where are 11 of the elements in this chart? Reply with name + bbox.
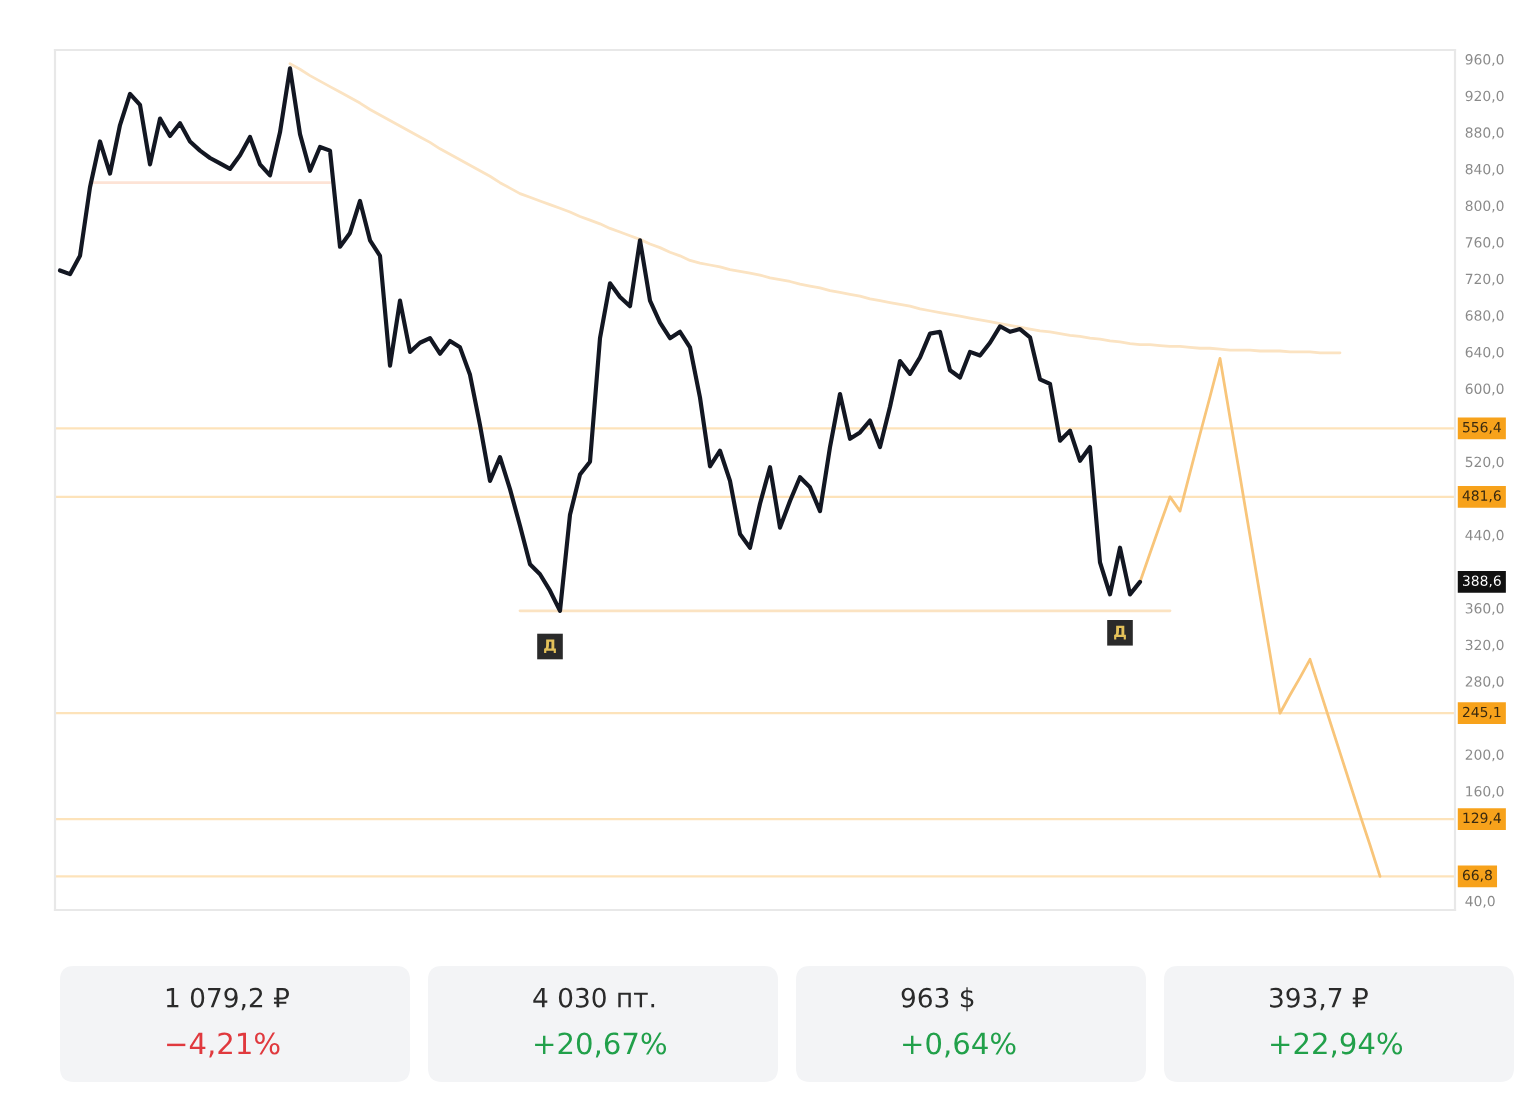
category-label: 963 $ — [901, 987, 974, 1012]
data-label: +0,64% — [903, 1032, 1016, 1058]
data-label: +22,94% — [1271, 1032, 1403, 1058]
category-label: 4 030 пт. — [533, 987, 655, 1008]
category-label: 1 079,2 ₽ — [166, 987, 289, 1011]
line-series — [57, 66, 1143, 613]
line-series — [1138, 356, 1382, 878]
category-label: 393,7 ₽ — [1270, 987, 1368, 1011]
data-label: +20,67% — [535, 1032, 667, 1058]
line-series — [288, 62, 1342, 355]
data-label: −4,21% — [167, 1032, 280, 1058]
